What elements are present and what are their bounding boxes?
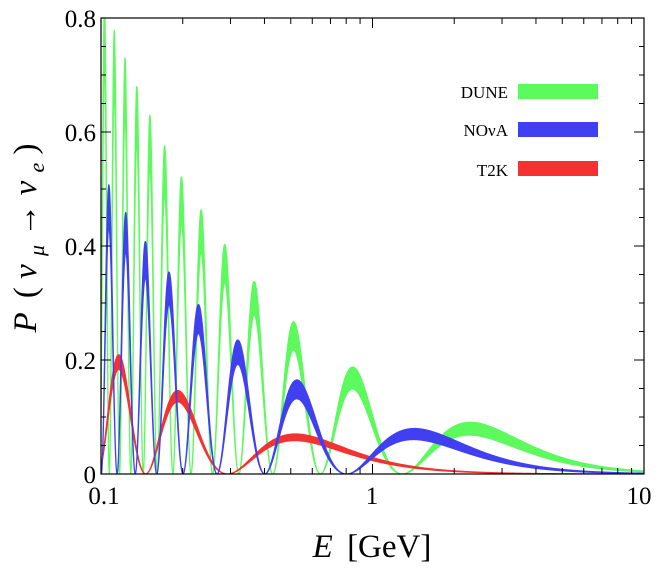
y-axis-title: P ( ν μ → ν e ) [8,143,52,333]
x-tick-label-10: 10 [627,483,652,510]
y-tick-label-0.8: 0.8 [65,6,96,33]
y-tick-label-0.4: 0.4 [65,234,97,261]
series-band-t2k [101,354,644,474]
y-tick-label-0.2: 0.2 [65,348,96,375]
y-tick-label-0.6: 0.6 [65,120,96,147]
ticks-layer [100,17,645,475]
legend-swatch-nova [518,122,598,137]
series-layer [101,18,644,474]
x-axis-title: E [GeV] [312,529,432,565]
legend: DUNE NOνA T2K [461,83,598,180]
y-tick-label-0: 0 [84,462,97,489]
legend-swatch-dune [518,84,598,99]
legend-label-nova: NOνA [463,121,508,140]
series-band-noa [101,184,644,474]
x-tick-label-0.1: 0.1 [88,483,119,510]
legend-label-t2k: T2K [477,161,509,180]
legend-label-dune: DUNE [461,83,508,102]
legend-swatch-t2k [518,161,598,176]
x-tick-label-1: 1 [366,483,379,510]
